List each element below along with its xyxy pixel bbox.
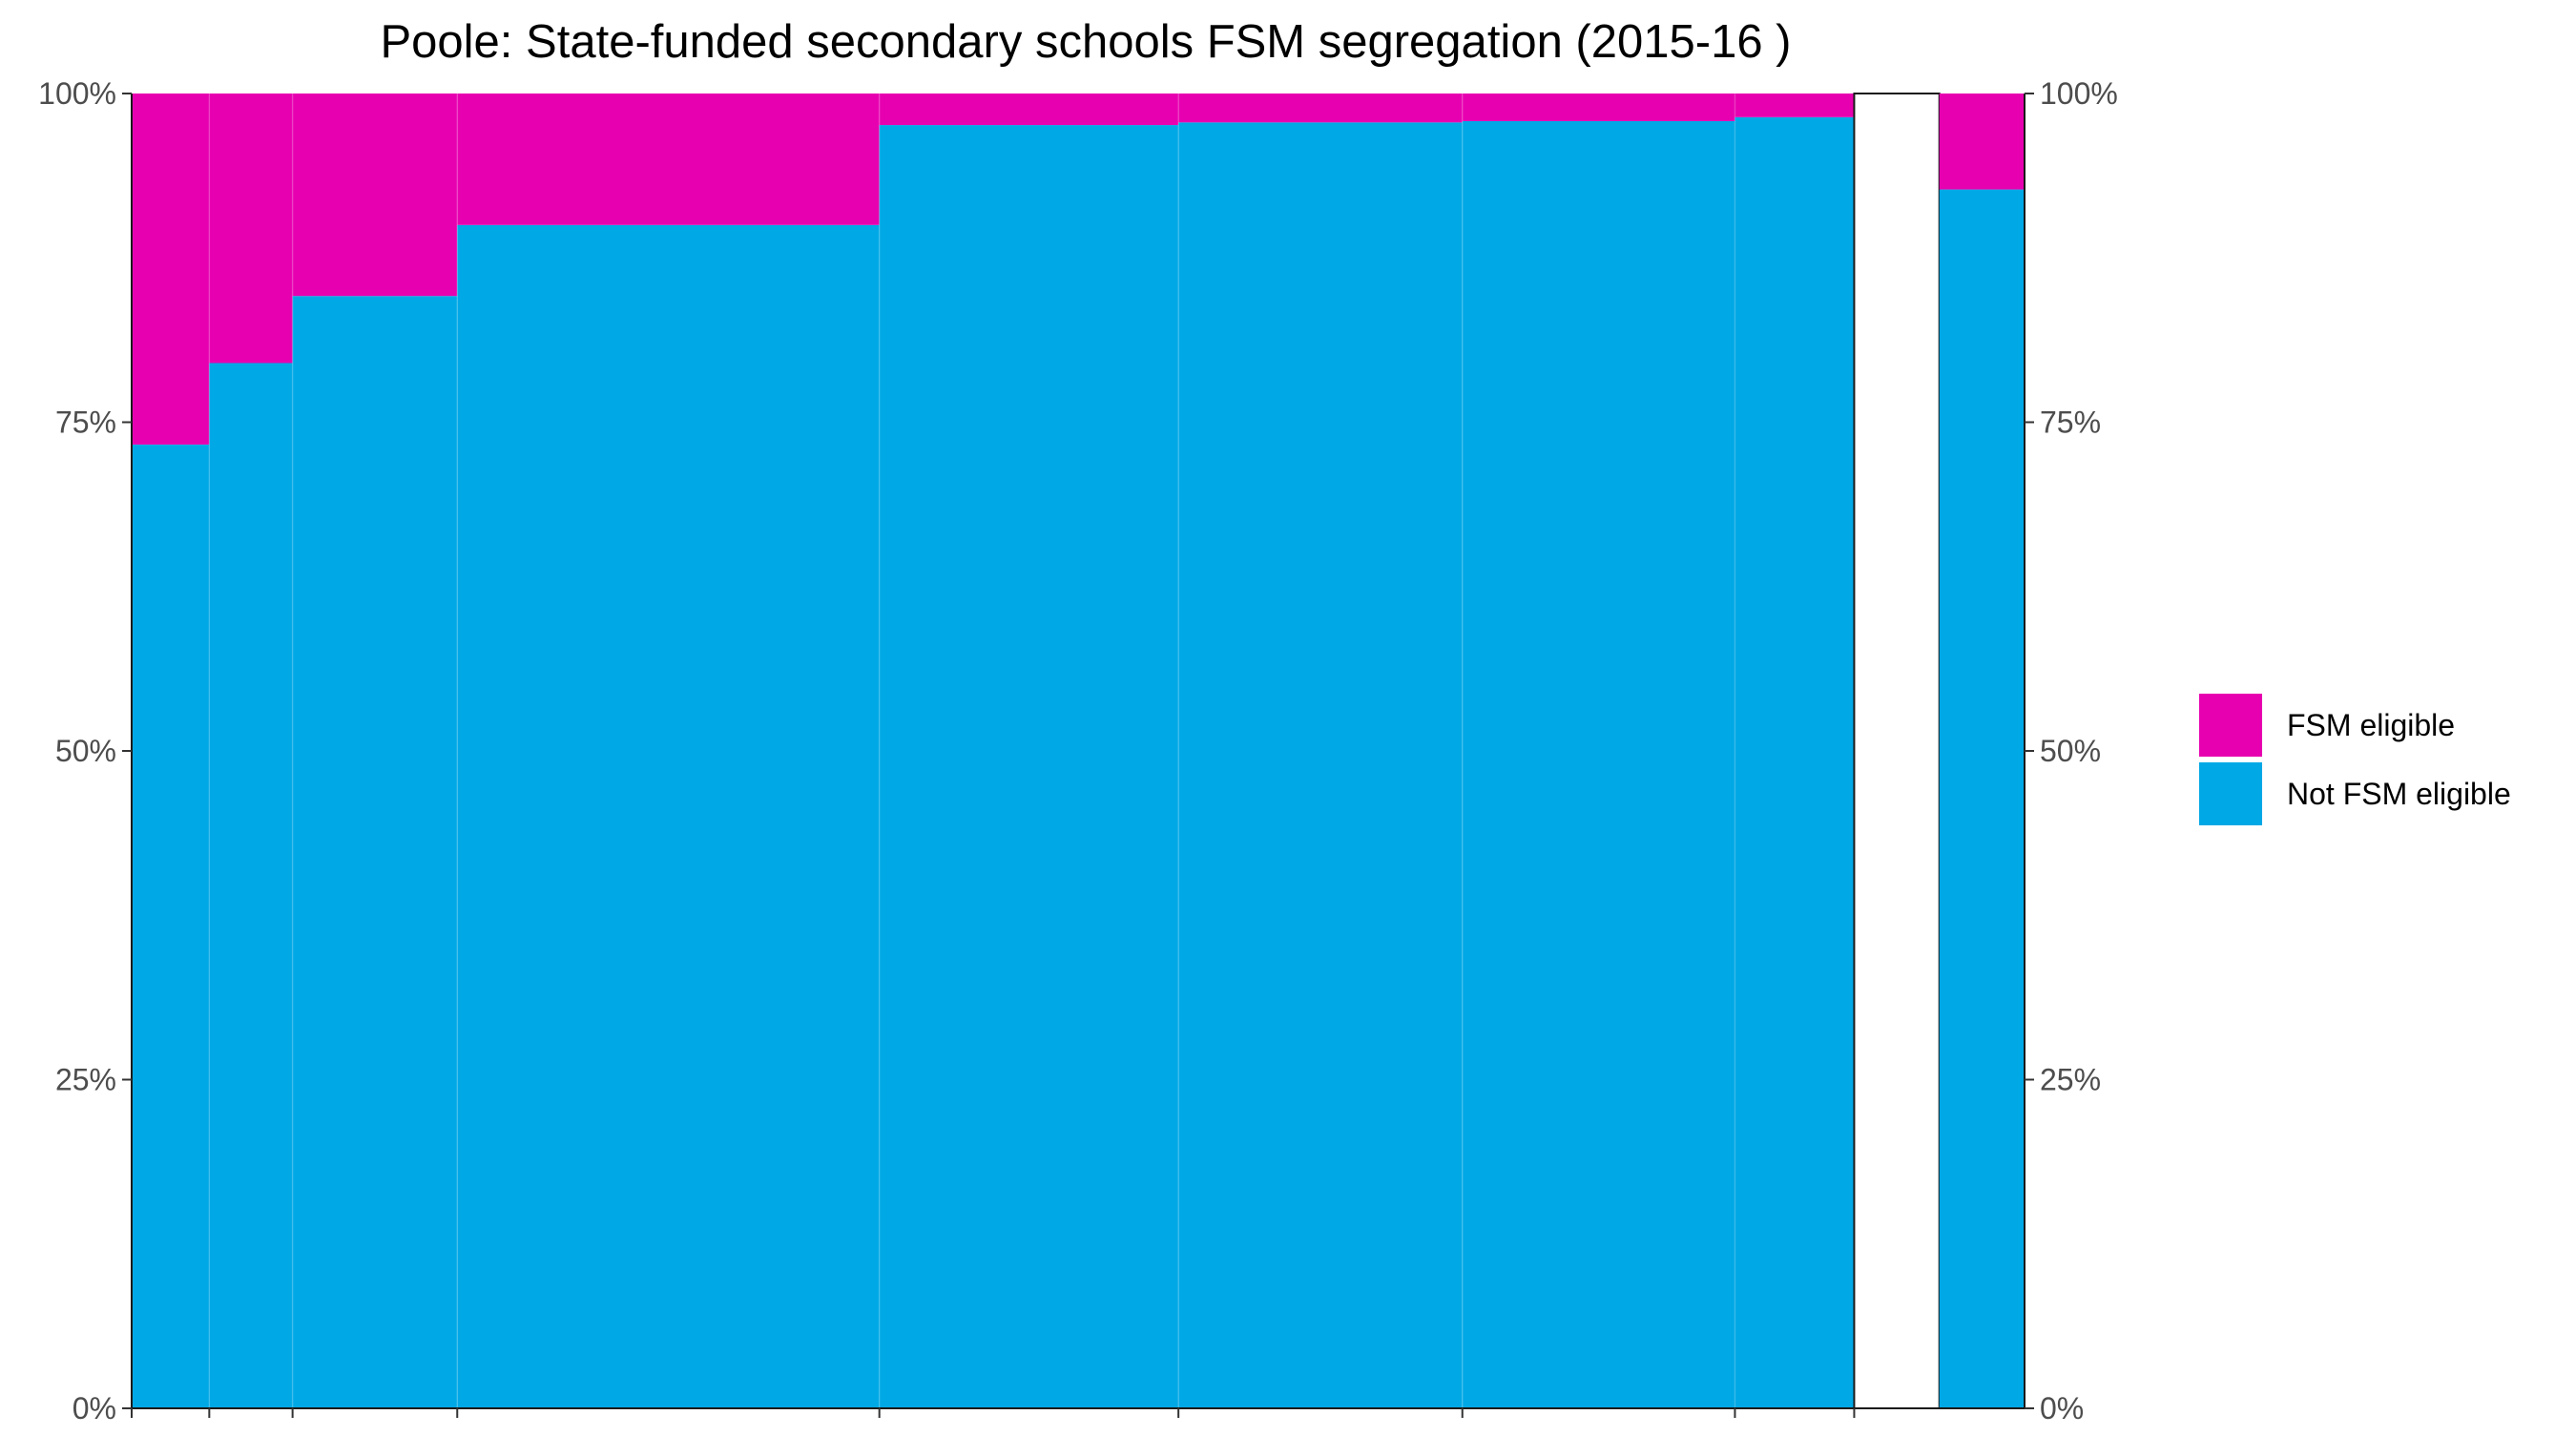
bar-not-fsm-eligible — [1939, 189, 2025, 1408]
bar-fsm-eligible — [132, 94, 210, 445]
bar-fsm-eligible — [1939, 94, 2025, 190]
y-tick-label-right: 75% — [2040, 406, 2101, 440]
y-tick-label-right: 50% — [2040, 734, 2101, 768]
bars-group — [132, 93, 2025, 1409]
legend: FSM eligible Not FSM eligible — [2199, 694, 2511, 825]
y-tick-label-left: 0% — [73, 1391, 116, 1426]
legend-swatch — [2199, 762, 2262, 825]
y-tick-label-left: 50% — [55, 734, 116, 768]
y-tick-label-left: 100% — [38, 76, 116, 111]
bar-fsm-eligible — [879, 94, 1179, 126]
bar-not-fsm-eligible — [1178, 122, 1463, 1408]
bar-not-fsm-eligible — [209, 363, 293, 1408]
bar-not-fsm-eligible — [1462, 120, 1735, 1409]
bar-not-fsm-eligible — [1735, 116, 1855, 1409]
y-tick-label-right: 0% — [2040, 1391, 2084, 1426]
bar-fsm-eligible — [292, 94, 458, 297]
bar-fsm-eligible — [1178, 94, 1463, 123]
chart-title: Poole: State-funded secondary schools FS… — [380, 16, 1791, 68]
bar-not-fsm-eligible — [457, 224, 880, 1408]
legend-swatch — [2199, 694, 2262, 757]
y-tick-label-left: 25% — [55, 1063, 116, 1097]
bar-fsm-eligible — [1735, 94, 1855, 117]
bar-not-fsm-eligible — [132, 444, 210, 1408]
legend-label: Not FSM eligible — [2287, 777, 2511, 811]
y-tick-label-right: 100% — [2040, 76, 2118, 111]
bar-not-fsm-eligible — [292, 296, 458, 1408]
empty-bar — [1853, 93, 1941, 1409]
axes-group: 0% 0% 25% 25% 50% 50% 75% 75% 100% 100% — [38, 76, 2118, 1426]
y-tick-label-right: 25% — [2040, 1063, 2101, 1097]
bar-not-fsm-eligible — [879, 125, 1179, 1408]
bar-fsm-eligible — [209, 94, 293, 364]
y-tick-label-left: 75% — [55, 406, 116, 440]
legend-label: FSM eligible — [2287, 708, 2455, 742]
bar-fsm-eligible — [1462, 94, 1735, 121]
bar-fsm-eligible — [457, 94, 880, 225]
